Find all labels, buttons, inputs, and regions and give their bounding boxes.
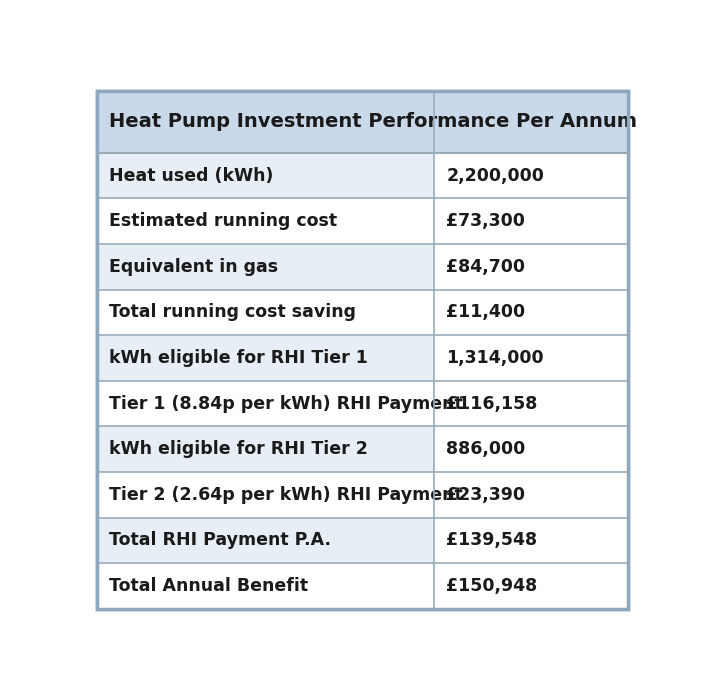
Bar	[434, 290, 628, 335]
Text: Tier 1 (8.84p per kWh) RHI Payment: Tier 1 (8.84p per kWh) RHI Payment	[109, 394, 462, 412]
Text: £23,390: £23,390	[446, 486, 525, 504]
Bar	[97, 335, 434, 380]
Bar	[97, 426, 434, 472]
Text: 886,000: 886,000	[446, 440, 525, 458]
Text: £11,400: £11,400	[446, 304, 525, 322]
Bar	[97, 472, 434, 518]
Text: £116,158: £116,158	[446, 394, 537, 412]
Text: 1,314,000: 1,314,000	[446, 349, 544, 367]
Bar	[97, 91, 628, 152]
Bar	[434, 380, 628, 426]
Bar	[97, 198, 434, 244]
Bar	[434, 563, 628, 608]
Text: Total running cost saving: Total running cost saving	[109, 304, 356, 322]
Bar	[97, 244, 434, 290]
Bar	[434, 152, 628, 198]
Bar	[97, 290, 434, 335]
Bar	[97, 152, 434, 198]
Text: Heat Pump Investment Performance Per Annum: Heat Pump Investment Performance Per Ann…	[109, 112, 636, 132]
Text: kWh eligible for RHI Tier 2: kWh eligible for RHI Tier 2	[109, 440, 368, 458]
Bar	[434, 426, 628, 472]
Bar	[434, 244, 628, 290]
Bar	[434, 518, 628, 563]
Bar	[434, 198, 628, 244]
Bar	[434, 472, 628, 518]
Text: £73,300: £73,300	[446, 212, 525, 230]
Text: Total RHI Payment P.A.: Total RHI Payment P.A.	[109, 532, 331, 550]
Text: Equivalent in gas: Equivalent in gas	[109, 258, 278, 276]
Text: Tier 2 (2.64p per kWh) RHI Payment: Tier 2 (2.64p per kWh) RHI Payment	[109, 486, 462, 504]
Text: Total Annual Benefit: Total Annual Benefit	[109, 577, 308, 595]
Text: Estimated running cost: Estimated running cost	[109, 212, 337, 230]
Text: kWh eligible for RHI Tier 1: kWh eligible for RHI Tier 1	[109, 349, 368, 367]
Text: £139,548: £139,548	[446, 532, 537, 550]
Bar	[97, 380, 434, 426]
Text: 2,200,000: 2,200,000	[446, 166, 544, 184]
Bar	[97, 518, 434, 563]
Text: £84,700: £84,700	[446, 258, 525, 276]
Bar	[97, 563, 434, 608]
Bar	[434, 335, 628, 380]
Text: Heat used (kWh): Heat used (kWh)	[109, 166, 273, 184]
Text: £150,948: £150,948	[446, 577, 537, 595]
